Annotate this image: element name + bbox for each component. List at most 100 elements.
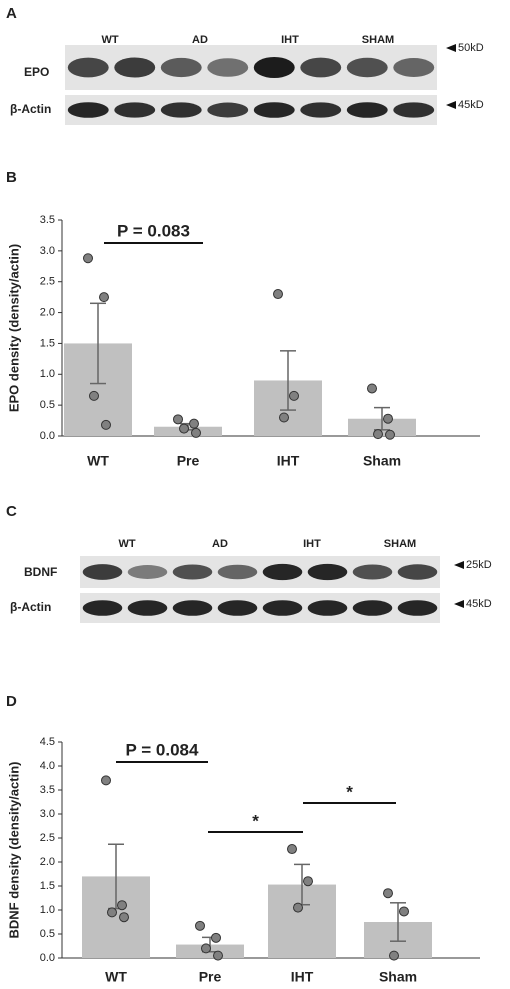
y-tick-label: 2.0 (40, 306, 55, 318)
data-point (119, 912, 129, 923)
y-tick-label: 2.0 (40, 856, 55, 868)
row-label: β-Actin (10, 102, 51, 116)
lane-label: WT (118, 538, 135, 550)
data-point (101, 419, 111, 430)
y-tick-label: 3.0 (40, 808, 55, 820)
blot-band (114, 57, 156, 78)
data-point (117, 900, 127, 911)
marker-arrow (446, 44, 456, 52)
blot-band (352, 600, 393, 616)
x-tick-label: Pre (177, 453, 200, 469)
blot-band (82, 600, 123, 616)
blot-band (217, 564, 258, 580)
annotation: P = 0.083 (117, 221, 190, 240)
blot-band (307, 600, 348, 616)
marker-label: 50kD (458, 42, 484, 54)
data-point (101, 775, 111, 786)
y-tick-label: 1.0 (40, 904, 55, 916)
data-point (195, 920, 205, 931)
y-axis-label: EPO density (density/actin) (6, 244, 21, 412)
data-point (389, 950, 399, 961)
y-tick-label: 3.5 (40, 784, 55, 796)
x-tick-label: Sham (379, 969, 417, 985)
y-tick-label: 1.5 (40, 337, 55, 349)
y-tick-label: 4.0 (40, 760, 55, 772)
data-point (213, 950, 223, 961)
x-tick-label: IHT (291, 969, 314, 985)
lane-label: WT (101, 34, 118, 46)
x-tick-label: Pre (199, 969, 222, 985)
blot-band (346, 57, 388, 78)
annotation: * (252, 811, 259, 830)
y-tick-label: 3.5 (40, 214, 55, 226)
y-tick-label: 0.5 (40, 928, 55, 940)
marker-arrow (446, 101, 456, 109)
blot-band (172, 564, 213, 580)
y-tick-label: 4.5 (40, 736, 55, 748)
blot-band (253, 102, 295, 118)
panel-label: C (6, 503, 17, 520)
panel-label: D (6, 693, 17, 710)
blot-band (300, 102, 342, 118)
blot-band (262, 563, 303, 581)
blot-band (262, 600, 303, 616)
y-tick-label: 1.5 (40, 880, 55, 892)
data-point (99, 292, 109, 303)
annotation: P = 0.084 (126, 740, 199, 759)
marker-label: 45kD (458, 99, 484, 111)
blot-band (393, 102, 435, 118)
data-point (303, 876, 313, 887)
blot-band (346, 102, 388, 118)
y-tick-label: 0.0 (40, 952, 55, 964)
lane-label: IHT (281, 34, 299, 46)
y-tick-label: 0.0 (40, 430, 55, 442)
marker-arrow (454, 600, 464, 608)
blot-band (253, 57, 295, 78)
blot-band (160, 57, 202, 78)
blot-band (127, 600, 168, 616)
lane-label: SHAM (384, 538, 416, 550)
blot-band (67, 57, 109, 78)
y-tick-label: 2.5 (40, 276, 55, 288)
blot-band (82, 564, 123, 580)
x-tick-label: Sham (363, 453, 401, 469)
blot-band (397, 564, 438, 580)
data-point (279, 412, 289, 423)
data-point (179, 423, 189, 434)
annotation: * (346, 782, 353, 801)
marker-label: 25kD (466, 559, 492, 571)
marker-arrow (454, 561, 464, 569)
y-tick-label: 2.5 (40, 832, 55, 844)
blot-band (352, 564, 393, 580)
panel-label: B (6, 169, 17, 186)
lane-label: IHT (303, 538, 321, 550)
blot-band (393, 58, 435, 77)
marker-label: 45kD (466, 598, 492, 610)
blot-band (160, 102, 202, 118)
x-tick-label: IHT (277, 453, 300, 469)
row-label: EPO (24, 65, 49, 79)
y-tick-label: 3.0 (40, 245, 55, 257)
blot-band (217, 600, 258, 616)
data-point (289, 390, 299, 401)
data-point (107, 907, 117, 918)
row-label: β-Actin (10, 600, 51, 614)
data-point (383, 413, 393, 424)
blot-band (300, 57, 342, 78)
data-point (367, 383, 377, 394)
panel-label: A (6, 5, 17, 22)
blot-band (307, 563, 348, 581)
x-tick-label: WT (87, 453, 109, 469)
data-point (173, 414, 183, 425)
blot-band (67, 102, 109, 118)
data-point (189, 418, 199, 429)
data-point (83, 253, 93, 264)
row-label: BDNF (24, 565, 57, 579)
data-point (89, 390, 99, 401)
data-point (287, 844, 297, 855)
data-point (201, 943, 211, 954)
lane-label: AD (192, 34, 208, 46)
data-point (373, 429, 383, 440)
blot-band (127, 565, 168, 579)
